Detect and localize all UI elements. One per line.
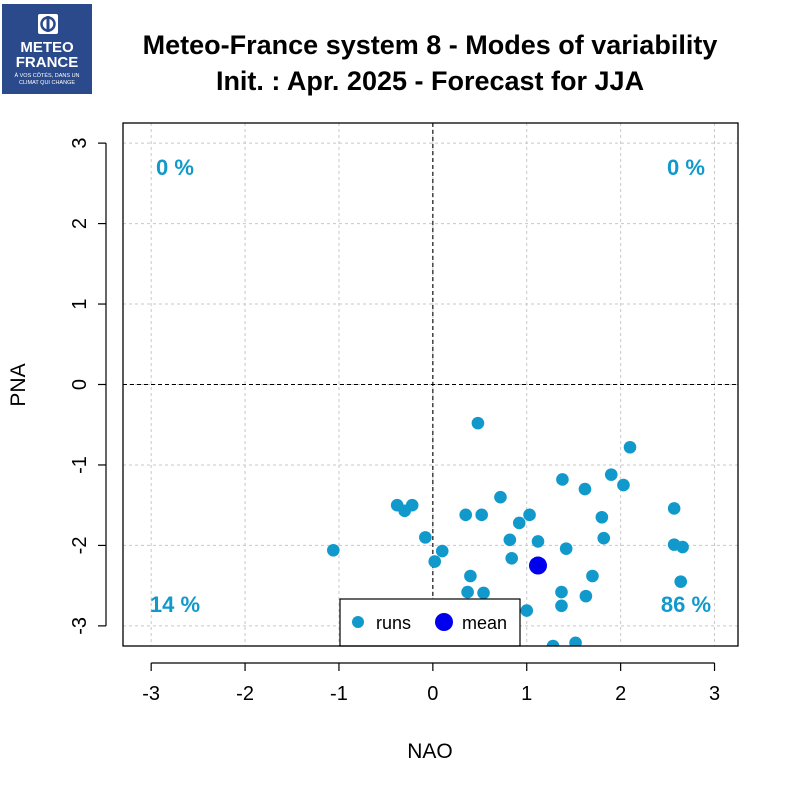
x-tick-label: 1 (521, 683, 532, 705)
y-tick-label: 2 (69, 218, 91, 229)
run-point (419, 531, 432, 544)
run-point (477, 586, 490, 600)
run-point (531, 535, 545, 548)
run-point (667, 502, 681, 515)
logo-text-line1: METEO (20, 39, 74, 56)
logo-text-line2: FRANCE (16, 54, 79, 71)
run-point (459, 508, 473, 522)
data-points (327, 416, 689, 646)
run-point (494, 490, 507, 504)
quadrant-label-top-left: 0 % (156, 155, 194, 180)
x-tick-label: -3 (142, 683, 160, 705)
x-tick-label: 2 (615, 683, 626, 705)
run-point (327, 543, 340, 557)
chart-title-line1: Meteo-France system 8 - Modes of variabi… (143, 30, 718, 60)
run-point (674, 575, 688, 588)
run-point (523, 508, 536, 522)
x-tick-label: 3 (709, 683, 720, 705)
y-axis-title: PNA (7, 363, 30, 406)
y-tick-label: 0 (69, 379, 91, 390)
run-point (398, 504, 411, 518)
run-point (569, 636, 582, 646)
run-point (512, 516, 526, 530)
run-point (595, 510, 609, 524)
grid (123, 123, 738, 646)
y-tick-label: -1 (69, 456, 91, 474)
run-point (435, 544, 449, 558)
run-point (461, 585, 474, 599)
run-point (503, 533, 517, 547)
run-point (471, 416, 485, 430)
y-tick-label: 1 (69, 298, 91, 309)
run-point (520, 604, 534, 617)
run-point (623, 440, 637, 454)
quadrant-label-top-right: 0 % (667, 155, 705, 180)
quadrant-label-bottom-right: 86 % (661, 592, 711, 617)
legend-runs-marker (352, 616, 364, 628)
run-point (464, 569, 477, 583)
run-point (578, 482, 592, 496)
x-axis-title: NAO (407, 740, 453, 763)
run-point (597, 531, 611, 545)
logo-emblem-icon (38, 14, 58, 34)
run-point (428, 555, 442, 568)
x-tick-label: -1 (330, 683, 348, 705)
run-point (617, 478, 630, 492)
run-point (555, 599, 568, 613)
run-point (559, 542, 573, 555)
logo-tagline2: CLIMAT QUI CHANGE (19, 80, 75, 86)
logo-tagline1: À VOS CÔTÉS, DANS UN (14, 72, 79, 79)
run-point (556, 473, 569, 486)
legend-mean-marker (435, 613, 453, 631)
legend-mean-label: mean (462, 613, 507, 633)
run-point (676, 540, 689, 554)
plot-frame (122, 122, 739, 647)
chart-title-line2: Init. : Apr. 2025 - Forecast for JJA (216, 66, 644, 96)
mean-point (529, 556, 548, 575)
run-point (579, 589, 593, 603)
run-point (505, 551, 519, 565)
run-point (475, 508, 488, 522)
y-tick-label: -2 (69, 537, 91, 555)
run-point (546, 639, 560, 646)
legend: runs mean (339, 598, 521, 647)
axes: -3 -2 -1 0 1 2 3 -3 -2 -1 0 1 2 3 (69, 138, 720, 705)
x-tick-label: 0 (427, 683, 438, 705)
legend-box (339, 598, 521, 647)
legend-runs-label: runs (376, 613, 411, 633)
run-point (604, 468, 618, 481)
run-point (555, 585, 568, 599)
quadrant-label-bottom-left: 14 % (150, 592, 200, 617)
y-tick-label: -3 (69, 617, 91, 635)
run-point (586, 569, 599, 583)
meteo-france-logo: METEO FRANCE À VOS CÔTÉS, DANS UN CLIMAT… (2, 4, 92, 94)
x-tick-label: -2 (236, 683, 254, 705)
y-tick-label: 3 (69, 138, 91, 149)
